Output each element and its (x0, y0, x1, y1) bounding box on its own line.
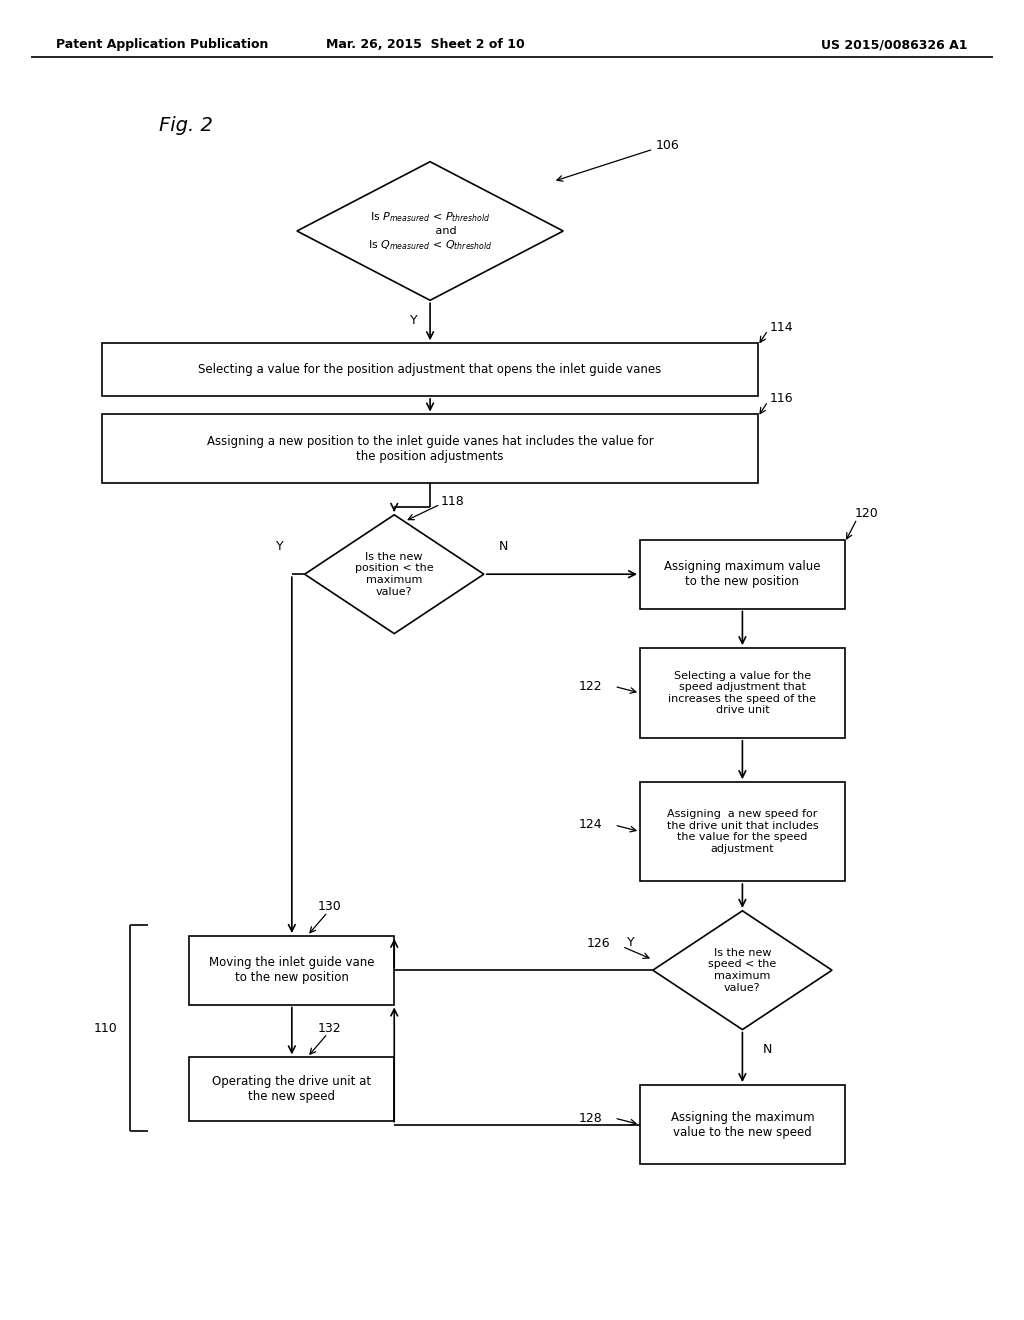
Bar (189, 1057, 394, 1121)
Bar (102, 414, 758, 483)
Text: 106: 106 (655, 139, 679, 152)
Text: 110: 110 (94, 1022, 118, 1035)
Text: 118: 118 (440, 495, 464, 508)
Text: 120: 120 (855, 507, 879, 520)
Bar (640, 540, 845, 609)
Text: Selecting a value for the position adjustment that opens the inlet guide vanes: Selecting a value for the position adjus… (199, 363, 662, 376)
Bar (102, 343, 758, 396)
Text: Y: Y (275, 540, 284, 553)
Polygon shape (297, 162, 563, 301)
Polygon shape (305, 515, 484, 634)
Text: 116: 116 (770, 392, 794, 405)
Text: Fig. 2: Fig. 2 (159, 116, 213, 135)
Text: Y: Y (627, 936, 635, 949)
Text: Is $P_{measured}$ < $P_{threshold}$
         and
Is $Q_{measured}$ < $Q_{thresho: Is $P_{measured}$ < $P_{threshold}$ and … (368, 210, 493, 252)
Text: US 2015/0086326 A1: US 2015/0086326 A1 (821, 38, 968, 51)
Text: Selecting a value for the
speed adjustment that
increases the speed of the
drive: Selecting a value for the speed adjustme… (669, 671, 816, 715)
Text: Is the new
speed < the
maximum
value?: Is the new speed < the maximum value? (709, 948, 776, 993)
Text: Mar. 26, 2015  Sheet 2 of 10: Mar. 26, 2015 Sheet 2 of 10 (326, 38, 524, 51)
Text: Patent Application Publication: Patent Application Publication (56, 38, 268, 51)
Text: Assigning a new position to the inlet guide vanes hat includes the value for
the: Assigning a new position to the inlet gu… (207, 434, 653, 463)
Text: Assigning the maximum
value to the new speed: Assigning the maximum value to the new s… (671, 1110, 814, 1139)
Text: Assigning  a new speed for
the drive unit that includes
the value for the speed
: Assigning a new speed for the drive unit… (667, 809, 818, 854)
Bar (189, 936, 394, 1005)
Text: Operating the drive unit at
the new speed: Operating the drive unit at the new spee… (212, 1074, 372, 1104)
Text: 122: 122 (579, 680, 602, 693)
Text: 114: 114 (770, 321, 794, 334)
Text: 132: 132 (317, 1022, 341, 1035)
Text: 128: 128 (579, 1111, 602, 1125)
Text: 126: 126 (586, 937, 610, 950)
Bar (640, 648, 845, 738)
Text: Y: Y (410, 314, 417, 327)
Text: N: N (500, 540, 509, 553)
Text: N: N (763, 1043, 772, 1056)
Text: 124: 124 (579, 818, 602, 832)
Bar (640, 781, 845, 882)
Text: 130: 130 (317, 900, 341, 913)
Polygon shape (653, 911, 831, 1030)
Text: Assigning maximum value
to the new position: Assigning maximum value to the new posit… (665, 560, 820, 589)
Text: Is the new
position < the
maximum
value?: Is the new position < the maximum value? (355, 552, 433, 597)
Text: Moving the inlet guide vane
to the new position: Moving the inlet guide vane to the new p… (209, 956, 375, 985)
Bar (640, 1085, 845, 1164)
